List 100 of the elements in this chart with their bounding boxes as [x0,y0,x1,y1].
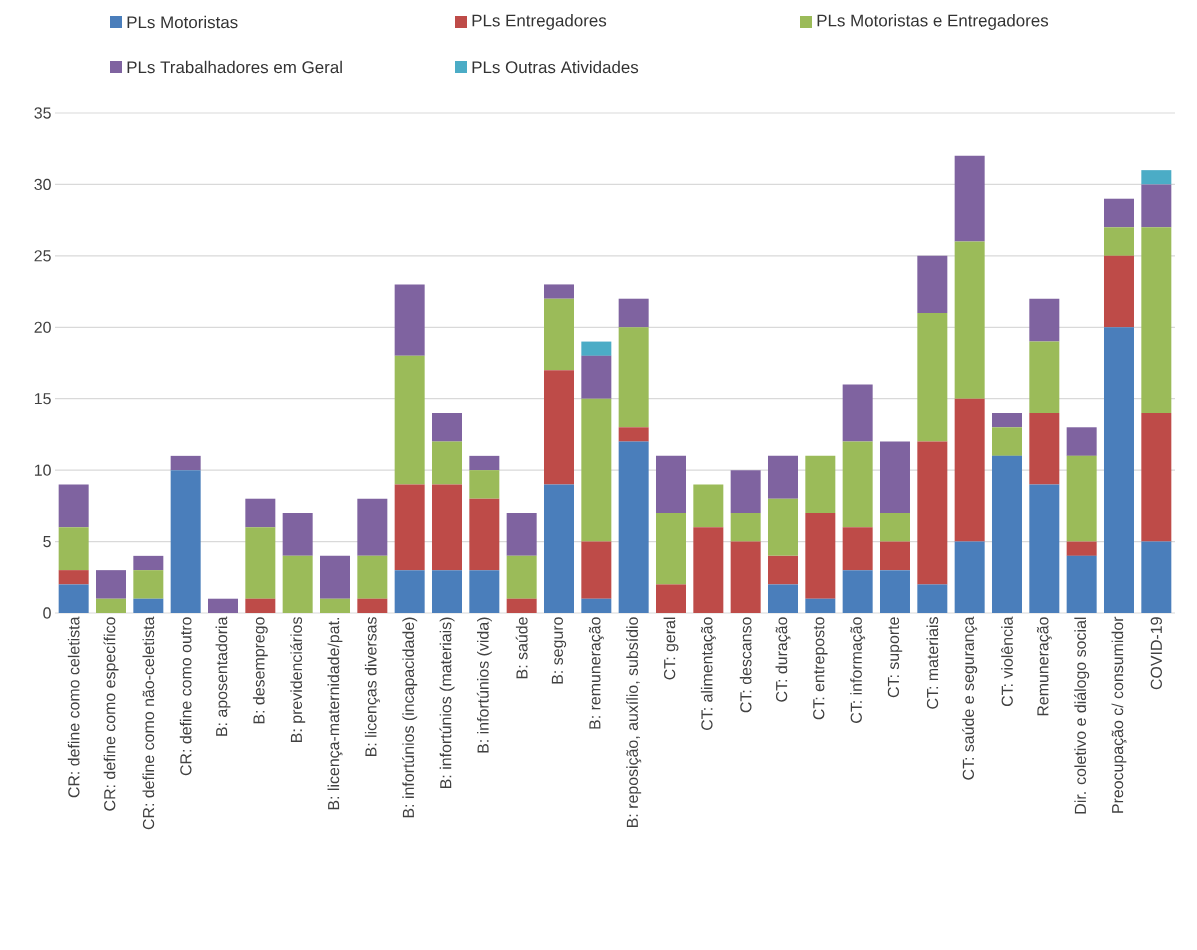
bar [991,413,1022,428]
bar [954,241,985,399]
y-tick-label: 5 [43,536,51,548]
bar [245,498,276,528]
bar [58,484,89,528]
bar [730,513,761,542]
bar [1029,484,1060,613]
y-tick-label: 25 [34,250,51,262]
bar [133,570,164,599]
bar [581,541,612,599]
bar [170,455,201,471]
bar [133,555,164,571]
x-tick-label: B: licenças diversas [364,617,380,757]
bar [96,598,126,613]
bar [544,484,574,613]
bar [618,441,649,613]
x-tick-label: B: remuneração [588,617,604,729]
x-tick-label: CT: geral [663,617,679,680]
bar [469,570,500,613]
x-tick-label: B: infortúnios (incapacidade) [402,617,418,818]
bar [282,555,313,613]
bar [656,513,686,585]
x-tick-label: CR: define como celetista [67,616,80,798]
bar [917,313,948,442]
bar [1066,455,1097,542]
bar [1066,427,1097,456]
bar [991,427,1022,456]
bar [917,584,948,613]
bar [1141,170,1172,185]
y-tick-label: 15 [34,393,51,405]
bar [320,598,350,613]
bar [58,527,89,571]
y-tick-label: 30 [34,178,51,191]
bar [879,441,910,513]
bar [581,341,612,356]
bar [730,470,761,513]
bar [879,541,910,571]
bar [618,427,649,442]
bar [432,570,462,613]
bar [208,598,238,613]
bar [394,484,425,571]
bar [1066,541,1097,556]
bar [96,570,126,599]
bar [954,398,985,542]
bar [656,584,686,613]
bar [1066,555,1097,613]
bar [656,455,686,513]
bar [170,470,201,613]
legend-label: PLs Outras Atividades [472,60,639,74]
x-tick-label: CT: saúde e segurança [962,616,978,780]
bar [768,584,798,613]
bar [506,513,537,556]
x-tick-label: CT: informação [850,617,866,723]
x-tick-label: CT: suporte [887,617,903,698]
bar [954,155,985,242]
x-tick-label: B: desemprego [252,617,268,724]
bar [432,413,462,442]
bar [58,584,89,613]
bar [730,541,761,613]
bar [879,570,910,613]
x-tick-label: CT: duração [775,617,791,702]
bar [768,498,798,556]
y-tick-label: 35 [34,107,51,119]
bar [618,327,649,428]
legend-label: PLs Entregadores [472,14,607,30]
bar [357,598,388,613]
bar [357,498,388,556]
bar [1103,255,1134,328]
legend-label: PLs Trabalhadores em Geral [127,60,342,74]
x-tick-label: CR: define como específico [103,617,119,811]
bar [506,598,537,613]
x-tick-label: CT: materiais [926,617,939,709]
x-tick-label: CR: define como outro [179,617,192,776]
bar [954,541,985,613]
bar [1029,298,1060,342]
x-tick-label: B: licença-maternidade/pat. [327,618,343,810]
bar [469,455,500,471]
bar [805,598,836,613]
x-tick-label: B: seguro [551,617,567,684]
bar [245,527,276,599]
bar [618,298,649,328]
bar [842,570,873,613]
bar [1141,413,1172,542]
bar [1029,413,1060,485]
bar [282,513,313,556]
bar [58,570,89,585]
bar [879,513,910,542]
bar [133,598,164,613]
bar [544,284,574,299]
bar [245,598,276,613]
bar [917,441,948,585]
x-tick-label: CT: alimentação [700,617,716,730]
bar [842,441,873,528]
bar [1141,541,1172,613]
bar [581,355,612,399]
x-tick-label: B: reposição, auxílio, subsídio [626,617,642,827]
bar [805,455,836,513]
legend-label: PLs Motoristas [127,15,238,29]
bar [917,255,948,313]
x-tick-label: CT: entreposto [813,617,828,720]
